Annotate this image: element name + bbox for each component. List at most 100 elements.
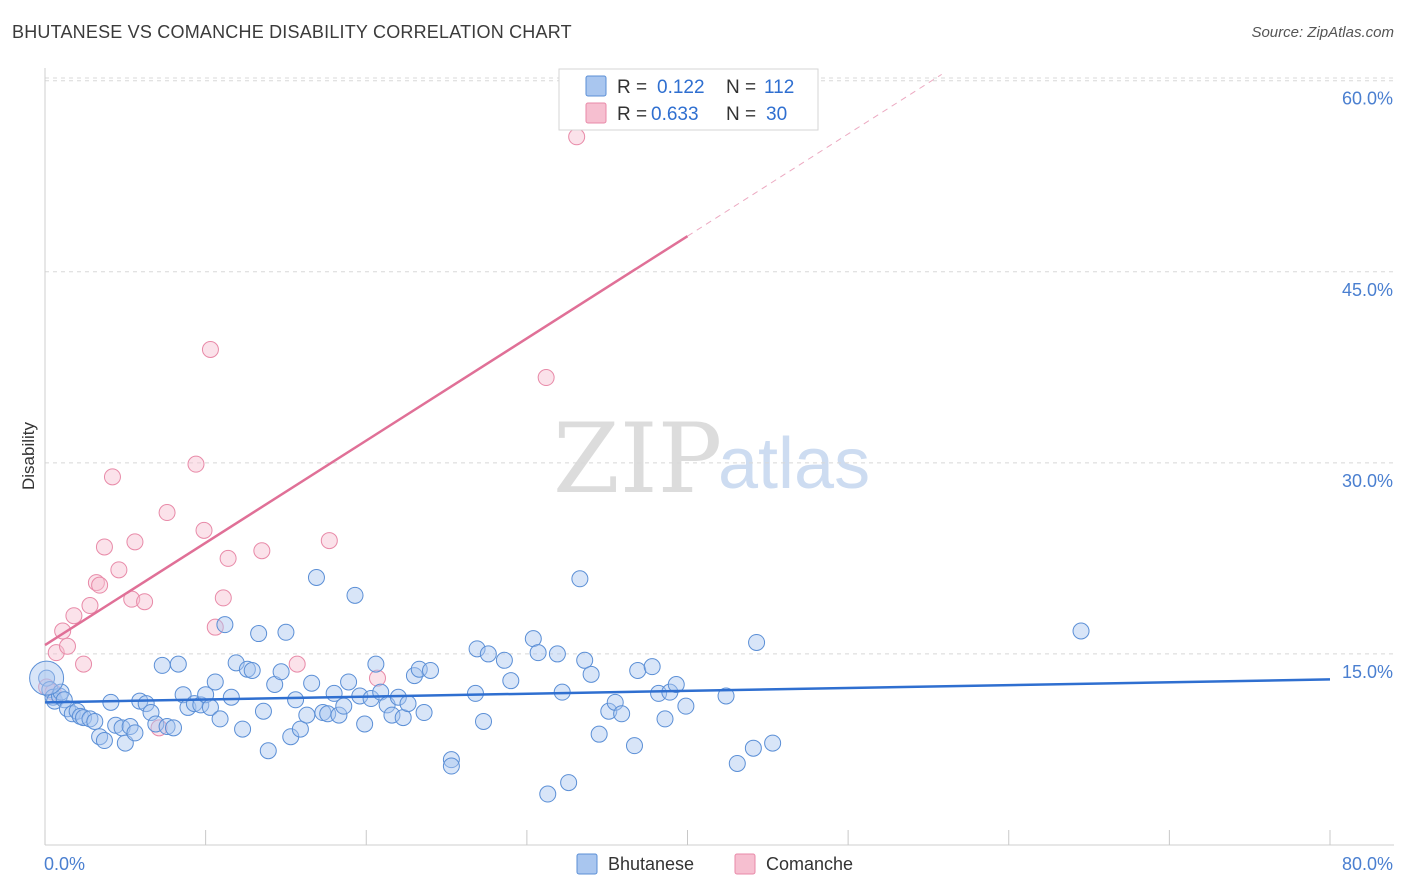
comanche-point — [95, 538, 113, 556]
bhutanese-point — [222, 688, 240, 706]
comanche-point — [65, 607, 83, 625]
comanche-point — [368, 669, 386, 687]
x-axis-ticks — [44, 830, 1331, 845]
correlation-legend: R = 0.122 N = 112 R = 0.633 N = 30 — [558, 68, 819, 131]
comanche-trend-line — [44, 235, 689, 647]
bhutanese-point — [287, 691, 305, 709]
x-tick-label-min: 0.0% — [44, 854, 85, 874]
bhutanese-point — [764, 734, 782, 752]
bhutanese-point — [744, 739, 762, 757]
watermark-zip: ZIP — [553, 403, 722, 515]
bhutanese-point — [479, 645, 497, 663]
legend-swatch-comanche — [585, 102, 607, 124]
bhutanese-point — [254, 702, 272, 720]
y-axis-title: Disability — [19, 421, 38, 490]
y-tick-label: 15.0% — [1342, 662, 1393, 682]
bhutanese-point — [298, 706, 316, 724]
bhutanese-point — [495, 651, 513, 669]
comanche-point — [320, 532, 338, 550]
comanche-point — [537, 369, 555, 387]
bhutanese-point — [717, 687, 735, 705]
comanche-point — [288, 655, 306, 673]
bhutanese-point — [629, 661, 647, 679]
bhutanese-point — [95, 732, 113, 750]
bhutanese-point — [291, 720, 309, 738]
bhutanese-point — [362, 690, 380, 708]
bhutanese-point — [206, 673, 224, 691]
legend-n-value: 112 — [764, 77, 794, 98]
comanche-point — [187, 455, 205, 473]
bhutanese-point — [340, 673, 358, 691]
bhutanese-point — [158, 718, 176, 736]
bhutanese-point — [330, 706, 348, 724]
legend-n-label: N = — [726, 104, 756, 125]
bhutanese-point — [643, 658, 661, 676]
bhutanese-point — [277, 623, 295, 641]
bhutanese-point — [625, 737, 643, 755]
bhutanese-points — [29, 569, 1090, 803]
bhutanese-point — [667, 676, 685, 694]
bhutanese-point — [81, 710, 99, 728]
bhutanese-point — [29, 660, 65, 696]
bhutanese-point — [442, 757, 460, 775]
bhutanese-point — [442, 751, 460, 769]
comanche-point — [136, 593, 154, 611]
bhutanese-point — [86, 712, 104, 730]
legend-swatch-bhutanese — [585, 75, 607, 97]
bhutanese-trend-line — [44, 678, 1331, 704]
bhutanese-point — [1072, 622, 1090, 640]
bhutanese-point — [192, 696, 210, 714]
bhutanese-point — [216, 616, 234, 634]
bhutanese-point — [529, 644, 547, 662]
bhutanese-point — [748, 633, 766, 651]
comanche-point — [219, 549, 237, 567]
bottom-legend-label-comanche: Comanche — [766, 854, 853, 874]
series-legend: Bhutanese Comanche — [576, 853, 853, 875]
bhutanese-point — [415, 704, 433, 722]
bhutanese-point — [475, 712, 493, 730]
bhutanese-point — [728, 754, 746, 772]
bottom-legend-label-bhutanese: Bhutanese — [608, 854, 694, 874]
bhutanese-point — [234, 720, 252, 738]
y-tick-label: 30.0% — [1342, 471, 1393, 491]
bhutanese-point — [677, 697, 695, 715]
bhutanese-point — [422, 661, 439, 679]
legend-n-value: 30 — [766, 104, 787, 125]
bottom-legend-swatch-comanche — [734, 853, 756, 875]
comanche-point — [568, 128, 586, 146]
bhutanese-point — [243, 661, 261, 679]
comanche-point — [87, 574, 105, 592]
comanche-point — [81, 597, 99, 615]
comanche-points — [38, 128, 586, 737]
bhutanese-point — [468, 640, 486, 658]
comanche-point — [91, 576, 109, 594]
bhutanese-point — [367, 655, 385, 673]
bhutanese-point — [250, 625, 268, 643]
legend-r-label: R = — [617, 104, 647, 125]
bhutanese-point — [169, 655, 187, 673]
bhutanese-point — [55, 691, 73, 709]
comanche-point — [214, 589, 232, 607]
bhutanese-point — [307, 569, 325, 587]
bhutanese-point — [68, 702, 86, 720]
bhutanese-point — [303, 674, 321, 692]
bhutanese-point — [560, 774, 578, 792]
bhutanese-point — [346, 586, 364, 604]
comanche-point — [75, 655, 93, 673]
bhutanese-point — [571, 570, 589, 588]
bhutanese-point — [147, 715, 165, 733]
y-tick-label: 45.0% — [1342, 280, 1393, 300]
legend-r-value: 0.122 — [657, 77, 705, 98]
comanche-point — [103, 468, 121, 486]
legend-r-value: 0.633 — [651, 104, 699, 125]
comanche-point — [195, 521, 213, 539]
bhutanese-point — [211, 710, 229, 728]
bhutanese-point — [656, 710, 674, 728]
bhutanese-point — [600, 702, 618, 720]
y-tick-label: 60.0% — [1342, 89, 1393, 109]
bhutanese-point — [272, 663, 290, 681]
comanche-point — [126, 533, 144, 551]
bhutanese-point — [75, 709, 93, 727]
comanche-point — [158, 504, 176, 522]
